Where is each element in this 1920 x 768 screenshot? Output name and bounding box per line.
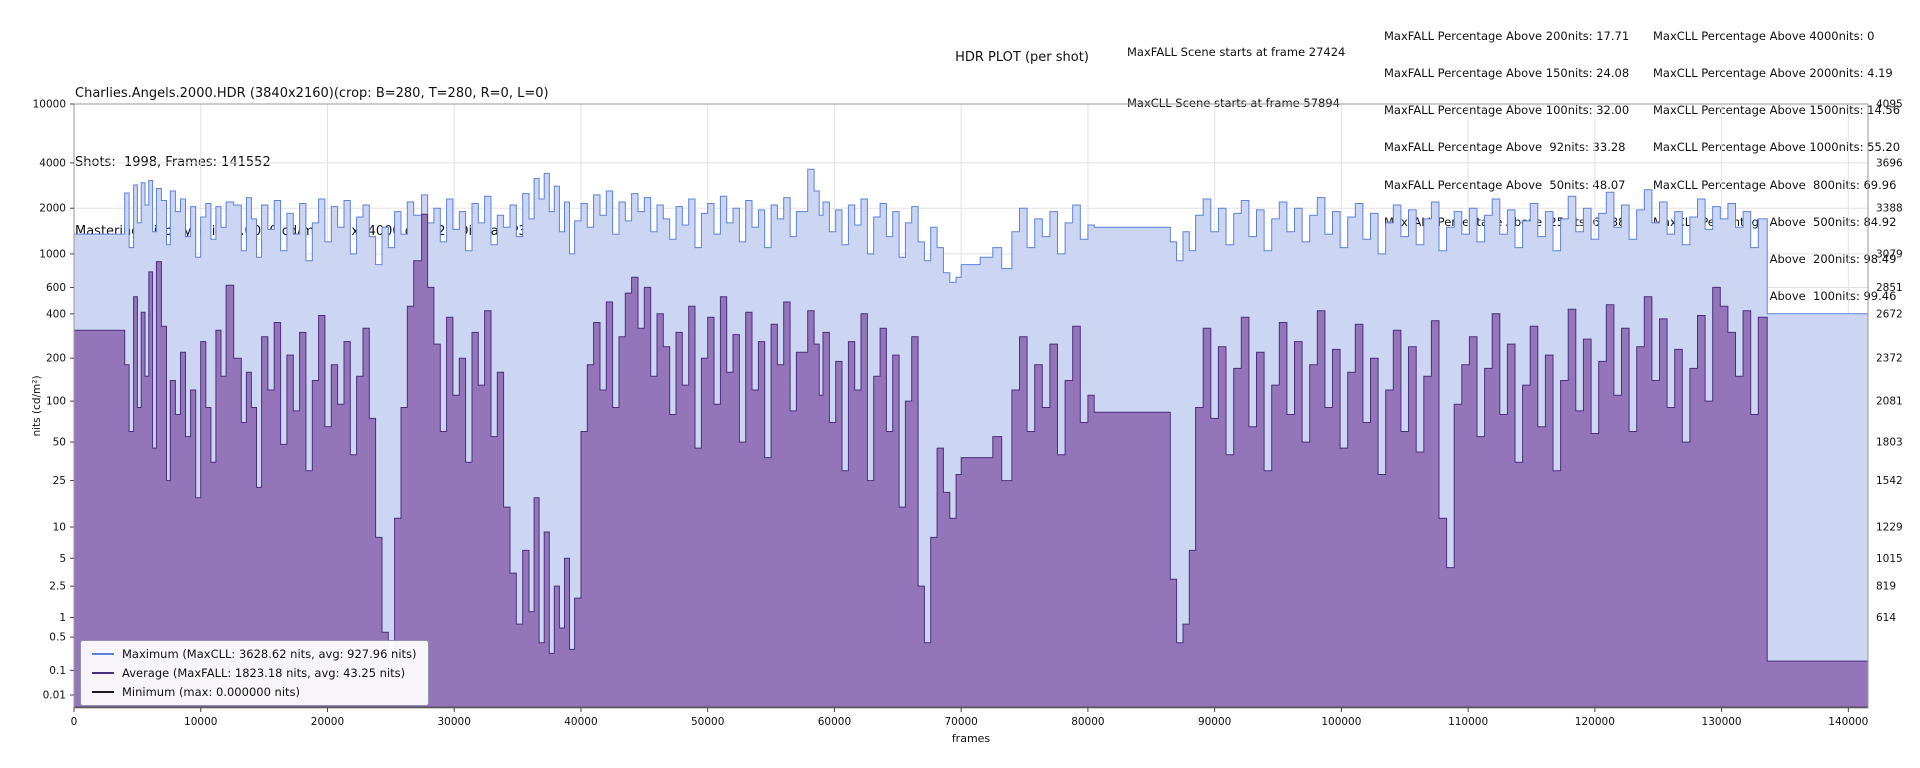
y-axis-nits-label: 25 — [53, 475, 66, 487]
minimum-line-swatch — [92, 691, 114, 693]
legend-item-average: Average (MaxFALL: 1823.18 nits, avg: 43.… — [92, 666, 417, 680]
y-axis-pq-label: 3696 — [1876, 157, 1903, 169]
x-axis-frame-label: 30000 — [438, 716, 471, 728]
y-axis-pq-label: 4095 — [1876, 99, 1903, 111]
y-axis-nits-label: 5 — [59, 553, 66, 565]
x-axis-frame-label: 130000 — [1702, 716, 1742, 728]
maximum-series-line — [74, 168, 1868, 315]
y-axis-pq-label: 819 — [1876, 581, 1896, 593]
maxcll-stat-row: MaxCLL Percentage Above 4000nits: 0 — [1653, 28, 1875, 43]
maxcll-stat-row: MaxCLL Percentage Above 1500nits: 14.56 — [1653, 103, 1901, 118]
legend-label-maximum: Maximum (MaxCLL: 3628.62 nits, avg: 927.… — [122, 647, 417, 661]
y-axis-nits-label: 0.1 — [49, 665, 66, 677]
x-axis-frame-label: 100000 — [1321, 716, 1361, 728]
y-axis-nits-label: 2000 — [39, 203, 66, 215]
y-axis-nits-label: 2.5 — [49, 581, 66, 593]
y-axis-pq-label: 3079 — [1876, 248, 1903, 260]
y-axis-pq-label: 1229 — [1876, 521, 1903, 533]
maxcll-stat-row: MaxCLL Percentage Above 1000nits: 55.20 — [1653, 140, 1901, 155]
y-axis-pq-label: 3388 — [1876, 203, 1903, 215]
x-axis-frame-label: 90000 — [1198, 716, 1231, 728]
y-axis-nits-label: 1000 — [39, 248, 66, 260]
y-axis-nits-label: 4000 — [39, 157, 66, 169]
plot-border — [73, 103, 1869, 709]
maxfall-scene-line: MaxFALL Scene starts at frame 27424 — [1127, 45, 1346, 59]
x-axis-frame-label: 80000 — [1071, 716, 1104, 728]
y-axis-nits-label: 100 — [46, 396, 66, 408]
legend-item-minimum: Minimum (max: 0.000000 nits) — [92, 685, 417, 699]
x-axis-frame-label: 60000 — [818, 716, 851, 728]
x-axis-frame-label: 40000 — [564, 716, 597, 728]
y-axis-pq-label: 1803 — [1876, 437, 1903, 449]
maxfall-stat-row: MaxFALL Percentage Above 92nits: 33.28 — [1384, 140, 1626, 155]
legend-item-maximum: Maximum (MaxCLL: 3628.62 nits, avg: 927.… — [92, 647, 417, 661]
x-axis-frame-label: 140000 — [1828, 716, 1868, 728]
y-axis-nits-label: 10000 — [33, 99, 66, 111]
average-line-swatch — [92, 672, 114, 674]
y-axis-pq-label: 614 — [1876, 612, 1896, 624]
scene-start-lines: MaxFALL Scene starts at frame 27424 MaxC… — [1127, 10, 1345, 129]
legend: Maximum (MaxCLL: 3628.62 nits, avg: 927.… — [80, 640, 429, 706]
file-title: Charlies.Angels.2000.HDR (3840x2160)(cro… — [75, 86, 549, 101]
y-axis-nits-label: 1 — [59, 612, 66, 624]
maxcll-stats-column: MaxCLL Percentage Above 4000nits: 0 MaxC… — [1653, 5, 1900, 315]
legend-label-average: Average (MaxFALL: 1823.18 nits, avg: 43.… — [122, 666, 406, 680]
x-axis-title: frames — [952, 732, 991, 745]
maximum-line-swatch — [92, 653, 114, 655]
y-axis-pq-label: 2081 — [1876, 396, 1903, 408]
y-axis-nits-label: 0.5 — [49, 632, 66, 644]
average-series-line — [74, 213, 1868, 664]
y-axis-nits-label: 600 — [46, 282, 66, 294]
y-axis-title: nits (cd/m²) — [31, 375, 43, 436]
y-axis-nits-label: 0.01 — [43, 690, 66, 702]
y-axis-pq-label: 1542 — [1876, 475, 1903, 487]
x-axis-frame-label: 70000 — [944, 716, 977, 728]
plot-title: HDR PLOT (per shot) — [955, 50, 1089, 65]
maxcll-scene-line: MaxCLL Scene starts at frame 57894 — [1127, 96, 1340, 110]
x-axis-frame-label: 120000 — [1575, 716, 1615, 728]
maxfall-stat-row: MaxFALL Percentage Above 50nits: 48.07 — [1384, 177, 1626, 192]
legend-label-minimum: Minimum (max: 0.000000 nits) — [122, 685, 301, 699]
x-axis-frame-label: 0 — [71, 716, 78, 728]
x-axis-frame-label: 20000 — [311, 716, 344, 728]
y-axis-pq-label: 2851 — [1876, 282, 1903, 294]
y-axis-pq-label: 1015 — [1876, 553, 1903, 565]
maxcll-stat-row: MaxCLL Percentage Above 2000nits: 4.19 — [1653, 66, 1893, 81]
average-series-area — [74, 214, 1868, 709]
y-axis-pq-label: 2372 — [1876, 353, 1903, 365]
maxfall-stat-row: MaxFALL Percentage Above 200nits: 17.71 — [1384, 28, 1630, 43]
x-axis-frame-label: 10000 — [184, 716, 217, 728]
y-axis-nits-label: 10 — [53, 521, 66, 533]
x-axis-frame-label: 50000 — [691, 716, 724, 728]
y-axis-nits-label: 200 — [46, 353, 66, 365]
y-axis-pq-label: 2672 — [1876, 308, 1903, 320]
maxfall-stat-row: MaxFALL Percentage Above 150nits: 24.08 — [1384, 66, 1630, 81]
y-axis-nits-label: 50 — [53, 437, 66, 449]
maxfall-stat-row: MaxFALL Percentage Above 100nits: 32.00 — [1384, 103, 1630, 118]
x-axis-frame-label: 110000 — [1448, 716, 1488, 728]
y-axis-nits-label: 400 — [46, 308, 66, 320]
